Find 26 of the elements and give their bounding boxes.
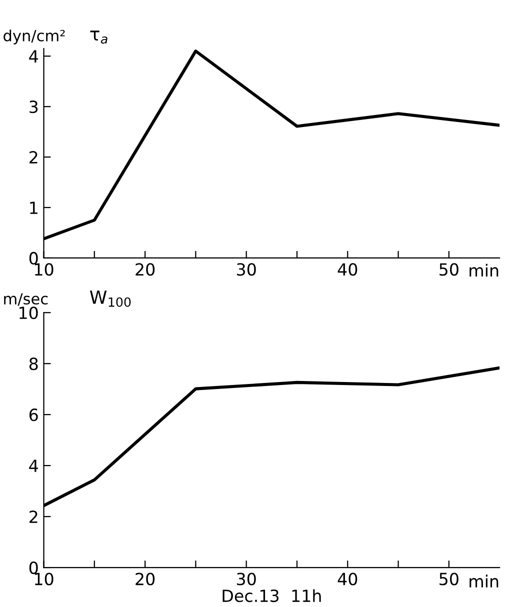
- y-tick-label: 4: [29, 460, 38, 472]
- y-tick-label: 2: [30, 510, 38, 523]
- x-tick-label: 40: [338, 572, 358, 586]
- x-tick-label: 20: [136, 572, 155, 586]
- y-tick-label: 8: [29, 358, 38, 370]
- x-tick-label: 50: [440, 572, 458, 586]
- x-tick-label: 30: [237, 263, 256, 276]
- y-tick-label: 6: [29, 408, 38, 422]
- y-tick-label: 1: [30, 202, 38, 214]
- chart-title: W$_{100}$: [90, 290, 131, 307]
- y-tick-label: 3: [30, 100, 38, 114]
- x-tick-label: 50: [440, 263, 458, 276]
- x-tick-label: 30: [237, 572, 256, 586]
- y-axis-title: dyn/cm²: [4, 30, 65, 44]
- y-tick-label: 0: [29, 252, 38, 265]
- x-axis-title: min: [470, 264, 498, 277]
- y-tick-label: 0: [29, 562, 38, 574]
- y-tick-label: 2: [30, 151, 38, 164]
- x-tick-label: 20: [136, 263, 155, 276]
- y-tick-label: 4: [29, 50, 38, 62]
- chart-title: τ$_{a}$: [90, 30, 108, 44]
- x-axis-title: min: [470, 574, 498, 588]
- y-axis-title: m/sec: [4, 293, 48, 306]
- text: Dec.13 11h: [222, 589, 321, 602]
- x-tick-label: 40: [338, 263, 358, 276]
- y-tick-label: 10: [20, 306, 38, 320]
